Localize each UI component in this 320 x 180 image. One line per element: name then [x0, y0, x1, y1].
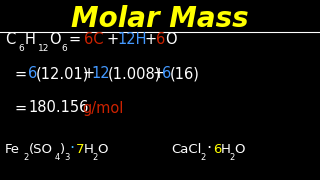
Text: 4: 4	[54, 153, 60, 162]
Text: 6: 6	[28, 66, 37, 81]
Text: 12H: 12H	[117, 32, 147, 47]
Text: 2: 2	[93, 153, 98, 162]
Text: 7: 7	[76, 143, 84, 156]
Text: (SO: (SO	[29, 143, 53, 156]
Text: H: H	[221, 143, 231, 156]
Text: 2: 2	[230, 153, 235, 162]
Text: (12.01): (12.01)	[36, 66, 90, 81]
Text: ): )	[60, 143, 65, 156]
Text: 6: 6	[162, 66, 172, 81]
Text: 2: 2	[23, 153, 28, 162]
Text: 6C: 6C	[84, 32, 104, 47]
Text: O: O	[98, 143, 108, 156]
Text: 6: 6	[18, 44, 24, 53]
Text: Fe: Fe	[5, 143, 20, 156]
Text: 12: 12	[92, 66, 110, 81]
Text: =: =	[14, 66, 27, 81]
Text: +: +	[153, 66, 165, 81]
Text: 2: 2	[201, 153, 206, 162]
Text: Molar Mass: Molar Mass	[71, 5, 249, 33]
Text: ·: ·	[206, 141, 211, 156]
Text: +: +	[145, 32, 157, 47]
Text: =: =	[14, 100, 27, 116]
Text: O: O	[49, 32, 60, 47]
Text: 180.156: 180.156	[28, 100, 89, 116]
Text: g/mol: g/mol	[83, 100, 124, 116]
Text: C: C	[5, 32, 15, 47]
Text: 3: 3	[64, 153, 69, 162]
Text: CaCl: CaCl	[171, 143, 202, 156]
Text: 6: 6	[156, 32, 165, 47]
Text: =: =	[69, 32, 81, 47]
Text: (16): (16)	[170, 66, 200, 81]
Text: 12: 12	[38, 44, 49, 53]
Text: O: O	[165, 32, 176, 47]
Text: (1.008): (1.008)	[108, 66, 161, 81]
Text: ·: ·	[69, 141, 75, 156]
Text: +: +	[106, 32, 118, 47]
Text: 6: 6	[213, 143, 221, 156]
Text: H: H	[84, 143, 93, 156]
Text: +: +	[83, 66, 95, 81]
Text: H: H	[25, 32, 36, 47]
Text: 6: 6	[62, 44, 68, 53]
Text: O: O	[235, 143, 245, 156]
